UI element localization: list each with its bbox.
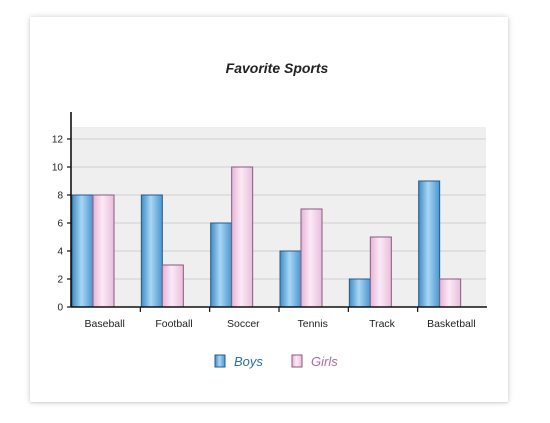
x-tick-label: Soccer — [227, 318, 260, 330]
bars — [71, 166, 462, 308]
category-labels: Baseball Football Soccer Tennis Track Basketb… — [85, 318, 476, 330]
y-tick-label: 4 — [57, 247, 63, 258]
y-axis-ticks: 0 2 4 6 8 10 12 — [52, 135, 71, 314]
y-tick-label: 12 — [52, 135, 64, 146]
bar-boys-track — [348, 278, 371, 308]
bar-boys-baseball — [71, 194, 94, 308]
bar-girls-football — [161, 264, 184, 308]
x-tick-label: Baseball — [85, 318, 125, 330]
y-tick-label: 8 — [57, 191, 63, 202]
chart-title: Favorite Sports — [226, 60, 329, 76]
legend: Boys Girls — [214, 354, 338, 369]
y-tick-label: 0 — [57, 303, 63, 314]
bar-boys-basketball — [418, 180, 441, 308]
x-axis-ticks — [139, 307, 419, 312]
bar-girls-soccer — [231, 166, 254, 308]
bar-girls-baseball — [92, 194, 115, 308]
bar-girls-track — [369, 236, 392, 308]
bar-girls-basketball — [439, 278, 462, 308]
y-tick-label: 10 — [52, 163, 64, 174]
grid-lines — [71, 138, 486, 280]
x-tick-label: Basketball — [427, 318, 475, 330]
y-tick-label: 6 — [57, 219, 63, 230]
legend-label-boys: Boys — [234, 354, 263, 369]
x-tick-label: Tennis — [297, 318, 327, 330]
chart-card: Favorite Sports 0 2 4 6 8 10 12 Baseball Footba… — [30, 17, 508, 402]
favorite-sports-chart: Favorite Sports 0 2 4 6 8 10 12 Baseball Footba… — [52, 60, 487, 369]
x-tick-label: Track — [369, 318, 396, 330]
bar-boys-tennis — [279, 250, 302, 308]
bar-boys-football — [140, 194, 163, 308]
legend-swatch-boys — [214, 354, 226, 368]
legend-label-girls: Girls — [311, 354, 338, 369]
y-tick-label: 2 — [57, 275, 63, 286]
x-tick-label: Football — [155, 318, 192, 330]
bar-boys-soccer — [210, 222, 233, 308]
bar-girls-tennis — [300, 208, 323, 308]
legend-swatch-girls — [291, 354, 303, 368]
